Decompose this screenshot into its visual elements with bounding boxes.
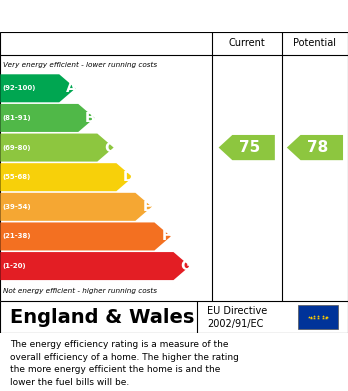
- Text: EU Directive
2002/91/EC: EU Directive 2002/91/EC: [207, 305, 267, 329]
- Polygon shape: [219, 135, 275, 160]
- Text: E: E: [143, 200, 152, 214]
- Text: A: A: [66, 81, 77, 95]
- Text: (39-54): (39-54): [3, 204, 31, 210]
- Text: (21-38): (21-38): [3, 233, 31, 239]
- Polygon shape: [0, 163, 133, 191]
- Text: Not energy efficient - higher running costs: Not energy efficient - higher running co…: [3, 288, 157, 294]
- Text: B: B: [85, 111, 96, 125]
- Text: (81-91): (81-91): [3, 115, 31, 121]
- Text: D: D: [123, 170, 134, 184]
- Text: (55-68): (55-68): [3, 174, 31, 180]
- Text: Potential: Potential: [293, 38, 337, 48]
- Text: 75: 75: [239, 140, 260, 155]
- Polygon shape: [0, 252, 190, 280]
- Text: Energy Efficiency Rating: Energy Efficiency Rating: [60, 7, 288, 25]
- Text: Very energy efficient - lower running costs: Very energy efficient - lower running co…: [3, 61, 157, 68]
- Text: C: C: [104, 140, 114, 154]
- Text: (1-20): (1-20): [3, 263, 26, 269]
- Text: F: F: [162, 230, 171, 244]
- Text: Current: Current: [228, 38, 265, 48]
- Polygon shape: [0, 134, 114, 161]
- Text: G: G: [180, 259, 191, 273]
- Text: 78: 78: [307, 140, 328, 155]
- Text: (92-100): (92-100): [3, 85, 36, 91]
- Polygon shape: [0, 74, 76, 102]
- Polygon shape: [0, 104, 95, 132]
- Polygon shape: [287, 135, 343, 160]
- Text: England & Wales: England & Wales: [10, 308, 195, 326]
- Text: (69-80): (69-80): [3, 145, 31, 151]
- Text: The energy efficiency rating is a measure of the
overall efficiency of a home. T: The energy efficiency rating is a measur…: [10, 340, 239, 387]
- Bar: [299, 305, 338, 329]
- Polygon shape: [0, 222, 171, 251]
- Polygon shape: [0, 193, 152, 221]
